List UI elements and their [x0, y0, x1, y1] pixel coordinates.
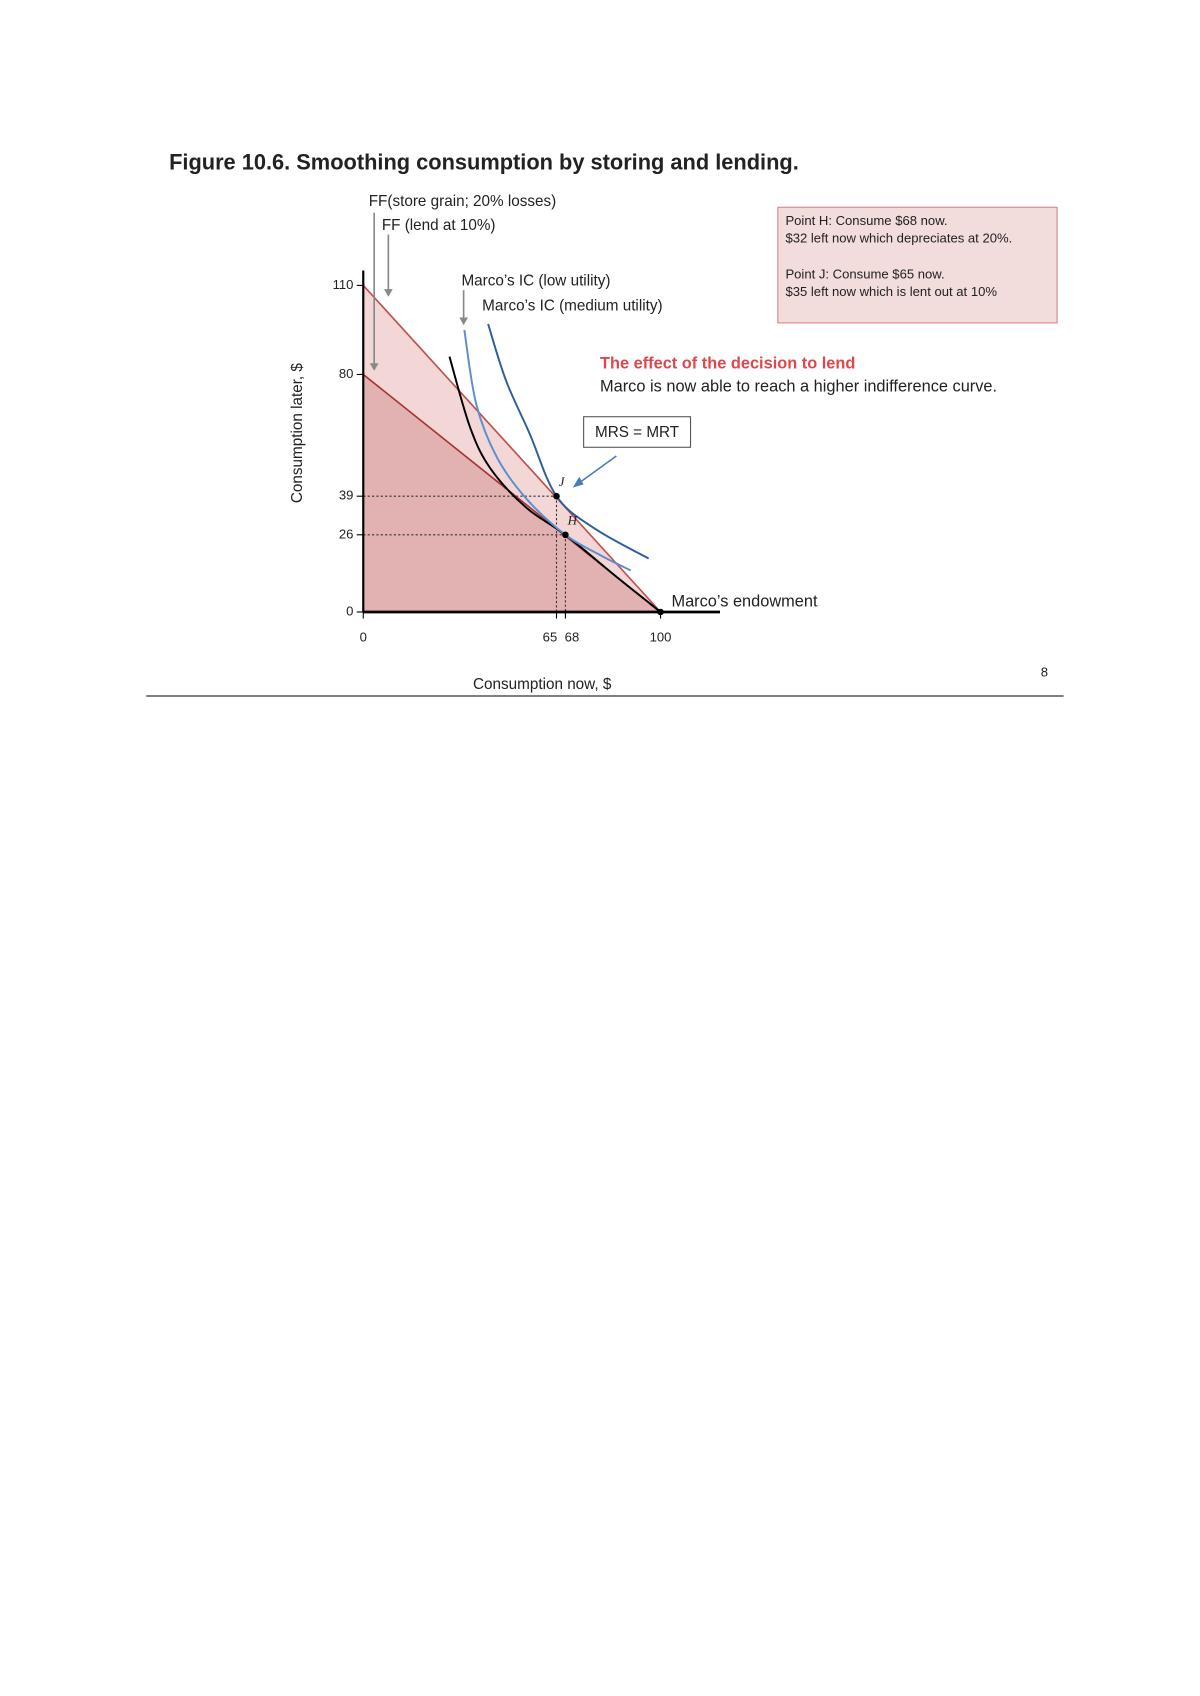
- y-axis-label: Consumption later, $: [289, 363, 306, 504]
- arrow-head: [383, 289, 393, 297]
- x-tick-label: 100: [650, 630, 672, 645]
- effect-title: The effect of the decision to lend: [600, 355, 855, 373]
- indifference-curve: [463, 329, 632, 572]
- indifference-curve: [487, 323, 650, 560]
- y-tick-label: 110: [333, 277, 354, 292]
- title: Figure 10.6. Smoothing consumption by st…: [169, 149, 799, 174]
- info-text: $32 left now which depreciates at 20%.: [785, 230, 1012, 245]
- info-box: [777, 206, 1058, 324]
- endowment-label: Marco’s endowment: [671, 593, 818, 611]
- point: [562, 531, 569, 539]
- series-label: FF (lend at 10%): [382, 217, 496, 234]
- info-text: Point J: Consume $65 now.: [785, 266, 944, 281]
- series-label: Marco’s IC (medium utility): [482, 298, 662, 315]
- condition-text: MRS = MRT: [595, 424, 679, 441]
- x-tick-label: 65: [543, 630, 558, 645]
- arrow-head: [572, 476, 584, 488]
- point: [553, 492, 560, 500]
- x-axis-label: Consumption now, $: [473, 676, 612, 693]
- series-label: FF(store grain; 20% losses): [369, 193, 557, 210]
- effect-text: Marco is now able to reach a higher indi…: [600, 378, 997, 396]
- x-tick-label: 0: [360, 630, 367, 645]
- info-text: $35 left now which is lent out at 10%: [785, 284, 997, 299]
- condition-arrow: [576, 455, 617, 486]
- indifference-curve: [448, 356, 662, 613]
- y-tick-label: 80: [339, 366, 354, 381]
- condition-box: [583, 416, 692, 448]
- page-number: 8: [1041, 665, 1048, 680]
- series-label: Marco’s IC (low utility): [461, 272, 610, 289]
- point-label: J: [559, 474, 566, 489]
- info-text: Point H: Consume $68 now.: [785, 213, 947, 228]
- endowment-point: [657, 608, 664, 616]
- arrow-head: [369, 363, 379, 371]
- frontier-line: [362, 284, 662, 613]
- content: Figure 10.6. Smoothing consumption by st…: [146, 149, 1064, 697]
- y-tick-label: 26: [339, 526, 354, 541]
- y-tick-label: 0: [346, 603, 353, 618]
- x-tick-label: 68: [565, 630, 580, 645]
- y-tick-label: 39: [339, 488, 354, 503]
- arrow-head: [459, 317, 468, 326]
- plot: FF (lend at 10%) FF(store grain; 20% loss…: [333, 193, 818, 645]
- point-label: H: [567, 513, 579, 528]
